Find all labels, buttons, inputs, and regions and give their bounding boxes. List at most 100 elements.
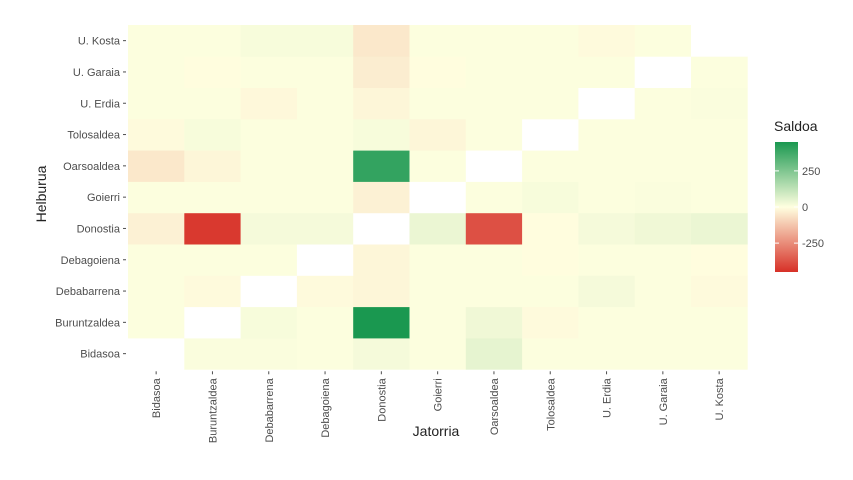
y-tick-label: Debagoiena [61,255,121,267]
legend-tick-label: 250 [802,166,820,178]
heatmap-cell [184,150,241,182]
y-tick-label: U. Erdia [80,98,121,110]
legend-title: Saldoa [774,118,818,134]
x-tick-label: Oarsoaldea [489,377,501,435]
heatmap-cell [691,275,748,308]
heatmap-cell [184,118,241,151]
heatmap-cell [465,244,523,276]
heatmap-cell [691,338,748,370]
y-axis-ticks: Bidasoa Buruntzaldea Debabarrena Debagoiena… [55,36,126,361]
heatmap-cell [465,87,523,120]
heatmap-cell [240,212,298,245]
heatmap-cell [634,150,692,182]
y-tick-label: Debabarrena [56,286,121,298]
x-tick-label: Tolosaldea [545,377,557,430]
heatmap-cell [634,87,692,120]
heatmap-cell [353,181,410,214]
heatmap-cell [409,118,467,151]
heatmap-cell [128,306,185,339]
heatmap-cell [128,275,185,308]
heatmap-cell [691,118,748,151]
heatmap-cell [353,118,410,151]
heatmap-cells [128,25,748,370]
heatmap-cell [184,212,241,245]
heatmap-cell [522,150,579,182]
heatmap-cell [128,212,185,245]
heatmap-cell [128,150,185,182]
heatmap-cell [296,181,354,214]
heatmap-cell [184,244,241,276]
heatmap-cell [578,338,636,370]
x-tick-label: U. Garaia [658,377,670,425]
heatmap-cell [465,306,523,339]
heatmap-cell [353,338,410,370]
heatmap-cell [184,181,241,214]
heatmap-cell [522,87,579,120]
heatmap-cell [465,338,523,370]
heatmap-cell [578,181,636,214]
heatmap-cell [184,25,241,57]
heatmap-cell [465,25,523,57]
heatmap-cell [522,118,579,151]
x-tick-label: Donostia [376,377,388,421]
heatmap-cell [578,150,636,182]
heatmap-cell [128,338,185,370]
x-axis-ticks: Bidasoa Buruntzaldea Debabarrena Debagoiena… [151,371,726,443]
heatmap-cell [691,25,748,57]
y-tick-label: Donostia [77,223,121,235]
x-tick-label: Debagoiena [320,377,332,437]
heatmap-cell [578,275,636,308]
y-tick-label: Goierri [87,192,120,204]
y-tick-label: Buruntzaldea [55,317,121,329]
color-legend: Saldoa 250 0 -250 [774,118,824,272]
heatmap-cell [296,212,354,245]
heatmap-cell [409,181,467,214]
y-tick-label: U. Garaia [73,67,121,79]
heatmap-cell [409,150,467,182]
heatmap-cell [296,275,354,308]
y-tick-label: Bidasoa [80,349,121,361]
heatmap-cell [240,87,298,120]
heatmap-cell [578,25,636,57]
heatmap-cell [634,338,692,370]
heatmap-cell [128,181,185,214]
legend-tick-label: 0 [802,202,808,214]
x-tick-label: Debabarrena [264,377,276,442]
heatmap-cell [409,306,467,339]
heatmap-cell [128,56,185,88]
y-tick-label: Tolosaldea [67,130,120,142]
x-axis-title: Jatorria [413,423,460,439]
heatmap-cell [240,150,298,182]
heatmap-cell [522,338,579,370]
heatmap-cell [296,56,354,88]
heatmap-cell [184,87,241,120]
heatmap-cell [409,244,467,276]
heatmap-cell [409,338,467,370]
heatmap-cell [184,306,241,339]
heatmap-cell [634,181,692,214]
heatmap-cell [240,56,298,88]
legend-tick-label: -250 [802,238,824,250]
heatmap-cell [128,87,185,120]
heatmap-cell [353,275,410,308]
heatmap-cell [353,87,410,120]
heatmap-cell [128,118,185,151]
heatmap-cell [578,244,636,276]
heatmap-cell [240,118,298,151]
heatmap-cell [409,87,467,120]
heatmap-cell [578,212,636,245]
heatmap-cell [353,306,410,339]
heatmap-cell [465,181,523,214]
heatmap-cell [578,306,636,339]
heatmap-cell [296,118,354,151]
legend-ticks: 250 0 -250 [775,166,824,250]
heatmap-cell [296,87,354,120]
heatmap-cell [465,212,523,245]
y-axis-title: Helburua [33,165,49,222]
heatmap-cell [409,275,467,308]
heatmap-cell [522,56,579,88]
heatmap-cell [522,244,579,276]
heatmap-cell [184,338,241,370]
heatmap-cell [240,306,298,339]
